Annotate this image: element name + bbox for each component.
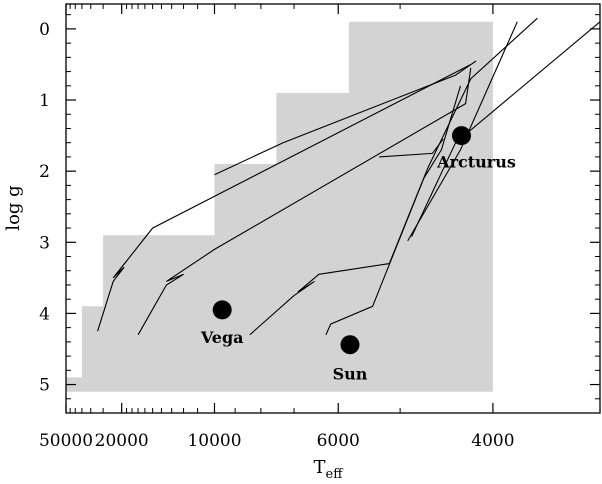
series-layer bbox=[97, 17, 601, 336]
x-tick-label-0: 50000 bbox=[39, 431, 93, 451]
x-tick-label-1: 20000 bbox=[95, 431, 149, 451]
y-tick-label-3: 3 bbox=[39, 233, 50, 253]
y-axis-label: log g bbox=[3, 185, 24, 230]
plot-frame bbox=[65, 3, 601, 414]
track-line-6 bbox=[325, 85, 462, 336]
point-sun bbox=[340, 335, 360, 355]
x-axis-label: Teff bbox=[314, 457, 345, 482]
y-tick-label-2: 2 bbox=[39, 162, 50, 182]
x-tick-label-2: 10000 bbox=[187, 431, 241, 451]
point-arcturus bbox=[452, 126, 471, 146]
track-line-8 bbox=[379, 138, 444, 158]
label-sun: Sun bbox=[333, 365, 368, 384]
star-points-layer: Vega Sun Arcturus bbox=[200, 126, 516, 384]
track-line-3 bbox=[214, 60, 477, 176]
x-tick-label-4: 4000 bbox=[471, 431, 514, 451]
label-vega: Vega bbox=[200, 328, 244, 347]
x-tick-label-3: 6000 bbox=[317, 431, 360, 451]
x-axis-label-main: T bbox=[314, 457, 326, 478]
y-tick-label-5: 5 bbox=[39, 376, 50, 396]
shaded-region bbox=[66, 21, 493, 392]
x-axis-label-sub: eff bbox=[326, 467, 345, 482]
track-line-1 bbox=[97, 64, 472, 332]
y-tick-label-1: 1 bbox=[39, 91, 50, 111]
track-line-5 bbox=[407, 21, 518, 242]
shaded-region-layer bbox=[66, 21, 493, 392]
track-line-4 bbox=[249, 17, 538, 336]
track-line-2 bbox=[137, 67, 472, 336]
ticks-layer: 50000 20000 10000 6000 4000 0 1 2 3 4 5 bbox=[39, 4, 600, 451]
y-tick-label-4: 4 bbox=[39, 304, 50, 324]
label-arcturus: Arcturus bbox=[436, 153, 516, 172]
point-vega bbox=[212, 300, 232, 320]
y-tick-label-0: 0 bbox=[39, 20, 50, 40]
